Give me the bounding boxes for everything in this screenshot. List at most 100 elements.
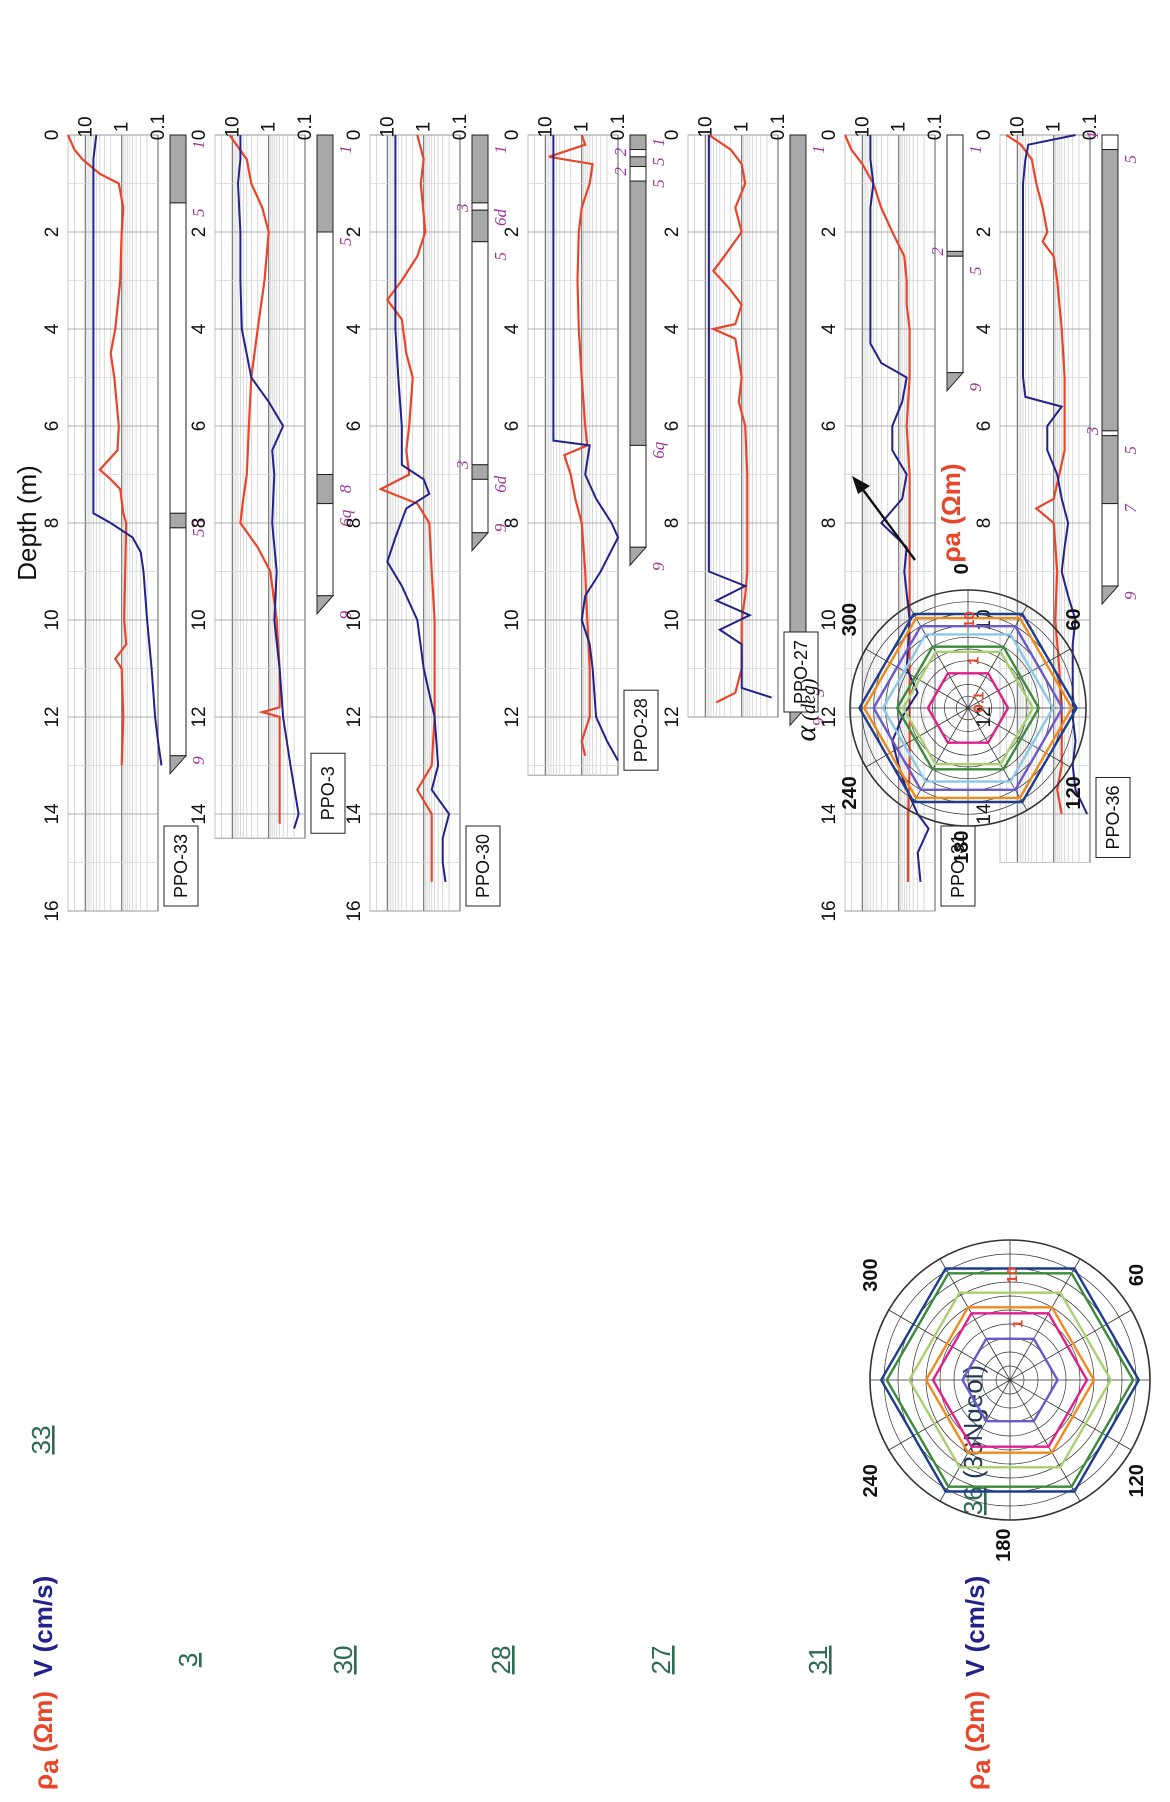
x-tick-label: 10 bbox=[662, 609, 683, 630]
x-tick-label: 6 bbox=[974, 421, 995, 432]
ppo-box bbox=[623, 689, 659, 771]
series-line-velocity bbox=[92, 134, 163, 766]
x-tick-label: 8 bbox=[502, 518, 523, 529]
polar-spoke bbox=[967, 605, 1028, 709]
lithology-label: 6q bbox=[336, 509, 355, 527]
panel-number-value: 3 bbox=[173, 1653, 203, 1667]
x-tick-label: 10 bbox=[502, 609, 523, 630]
polar-spoke bbox=[967, 707, 1028, 811]
y-tick-label: 10 bbox=[695, 116, 716, 137]
lithology-block bbox=[471, 478, 489, 534]
y-tick-label: 1 bbox=[259, 122, 280, 133]
y-tick-label: 0.1 bbox=[608, 114, 629, 140]
polar-angle-tick: 300 bbox=[839, 603, 861, 636]
x-tick-label: 6 bbox=[344, 421, 365, 432]
y-tick-label: 0.1 bbox=[295, 114, 316, 140]
lithology-end-arrow bbox=[471, 532, 490, 553]
x-tick-label: 0 bbox=[42, 130, 63, 141]
polar-angle-tick: 60 bbox=[1126, 1264, 1148, 1286]
x-tick-label: 2 bbox=[502, 227, 523, 238]
polar-series bbox=[879, 1267, 1141, 1493]
y-tick-label: 1 bbox=[889, 122, 910, 133]
polar-plot-large: 60 120 180 240 300 10 1 bbox=[860, 1239, 1151, 1562]
x-tick-label: 8 bbox=[189, 518, 210, 529]
polar-spoke bbox=[888, 1379, 1011, 1451]
lithology-label: 1 bbox=[189, 140, 208, 149]
lithology-end-arrow bbox=[946, 372, 965, 392]
lithology-block bbox=[471, 209, 489, 243]
lithology-sublabel: 2 bbox=[928, 247, 947, 256]
x-tick-label: 12 bbox=[502, 706, 523, 727]
panel-30: 10 1 0.1 0 2 4 6 8 10 12 14 16 1 6d 5 6d 9 3 3 PPO-30 30 bbox=[328, 114, 510, 1675]
rho-subscript: a bbox=[966, 1759, 996, 1774]
series-line-velocity bbox=[236, 135, 300, 829]
x-tick-label: 8 bbox=[344, 518, 365, 529]
x-tick-label: 6 bbox=[502, 421, 523, 432]
x-tick-label: 4 bbox=[344, 323, 365, 334]
lithology-label: 9 bbox=[189, 756, 208, 765]
polar-spoke bbox=[865, 707, 969, 768]
panel-number-value: 33 bbox=[26, 1426, 56, 1455]
lithology-block bbox=[169, 512, 187, 529]
lithology-block bbox=[789, 134, 807, 679]
series-line-velocity bbox=[552, 135, 620, 762]
lithology-label: 6d bbox=[491, 208, 510, 226]
lithology-block bbox=[629, 180, 647, 446]
lithology-label: 5 bbox=[966, 267, 985, 276]
x-tick-label: 0 bbox=[502, 130, 523, 141]
x-tick-label: 6 bbox=[662, 421, 683, 432]
ppo-label: PPO-36 bbox=[1103, 785, 1123, 849]
panel-number-value: 31 bbox=[803, 1646, 833, 1675]
x-tick-label: 10 bbox=[819, 609, 840, 630]
lithology-block bbox=[1101, 503, 1119, 587]
lithology-sublabel: 3 bbox=[453, 204, 472, 214]
y-tick-label: 10 bbox=[852, 116, 873, 137]
panel-28: 10 1 0.1 0 2 4 6 8 10 12 1 5 5 6q 9 2 2 PPO-28 28 bbox=[486, 114, 668, 1675]
x-tick-label: 16 bbox=[819, 900, 840, 921]
polar-series bbox=[907, 1291, 1113, 1469]
polar-angle-tick: 300 bbox=[860, 1258, 882, 1291]
polar-series bbox=[895, 645, 1041, 771]
lithology-label: 9 bbox=[649, 562, 668, 571]
x-tick-label: 0 bbox=[819, 130, 840, 141]
x-tick-label: 14 bbox=[42, 803, 63, 825]
x-tick-label: 10 bbox=[344, 609, 365, 630]
x-tick-label: 12 bbox=[344, 706, 365, 727]
y-tick-label: 1 bbox=[414, 122, 435, 133]
polar-angle-tick: 180 bbox=[993, 1529, 1015, 1562]
series-line-rho bbox=[843, 134, 911, 882]
ppo-label: PPO-31 bbox=[948, 834, 968, 898]
v-unit: (cm/s) bbox=[28, 1576, 58, 1660]
polar-spoke bbox=[1009, 1309, 1132, 1381]
x-tick-label: 16 bbox=[344, 900, 365, 921]
lithology-label: 5 bbox=[649, 179, 668, 188]
x-tick-label: 14 bbox=[974, 803, 995, 825]
x-tick-label: 2 bbox=[189, 227, 210, 238]
lithology-label: 9 bbox=[966, 382, 985, 391]
series-line-rho bbox=[228, 134, 281, 824]
x-tick-label: 4 bbox=[502, 323, 523, 334]
lithology-label: 5 bbox=[1121, 446, 1140, 455]
polar-series bbox=[881, 633, 1055, 783]
polar-angle-unit: (deg) bbox=[798, 678, 820, 726]
lithology-block bbox=[169, 527, 187, 757]
lithology-block bbox=[1101, 435, 1119, 505]
x-tick-label: 12 bbox=[662, 706, 683, 727]
rho-subscript: a bbox=[34, 1759, 64, 1774]
x-tick-label: 2 bbox=[974, 227, 995, 238]
x-tick-label: 0 bbox=[189, 130, 210, 141]
panel-number-value: 27 bbox=[646, 1646, 676, 1675]
lithology-block bbox=[1101, 149, 1119, 432]
v-symbol: V bbox=[960, 1659, 990, 1677]
polar-angle-tick: 120 bbox=[1063, 776, 1085, 809]
lithology-label: 9 bbox=[491, 523, 510, 532]
x-tick-label: 16 bbox=[42, 900, 63, 921]
panel-number: 28 bbox=[486, 1646, 516, 1675]
lithology-block bbox=[629, 156, 647, 168]
x-tick-label: 14 bbox=[189, 803, 210, 825]
polar-series bbox=[885, 1272, 1135, 1488]
series-line-velocity bbox=[386, 135, 451, 883]
